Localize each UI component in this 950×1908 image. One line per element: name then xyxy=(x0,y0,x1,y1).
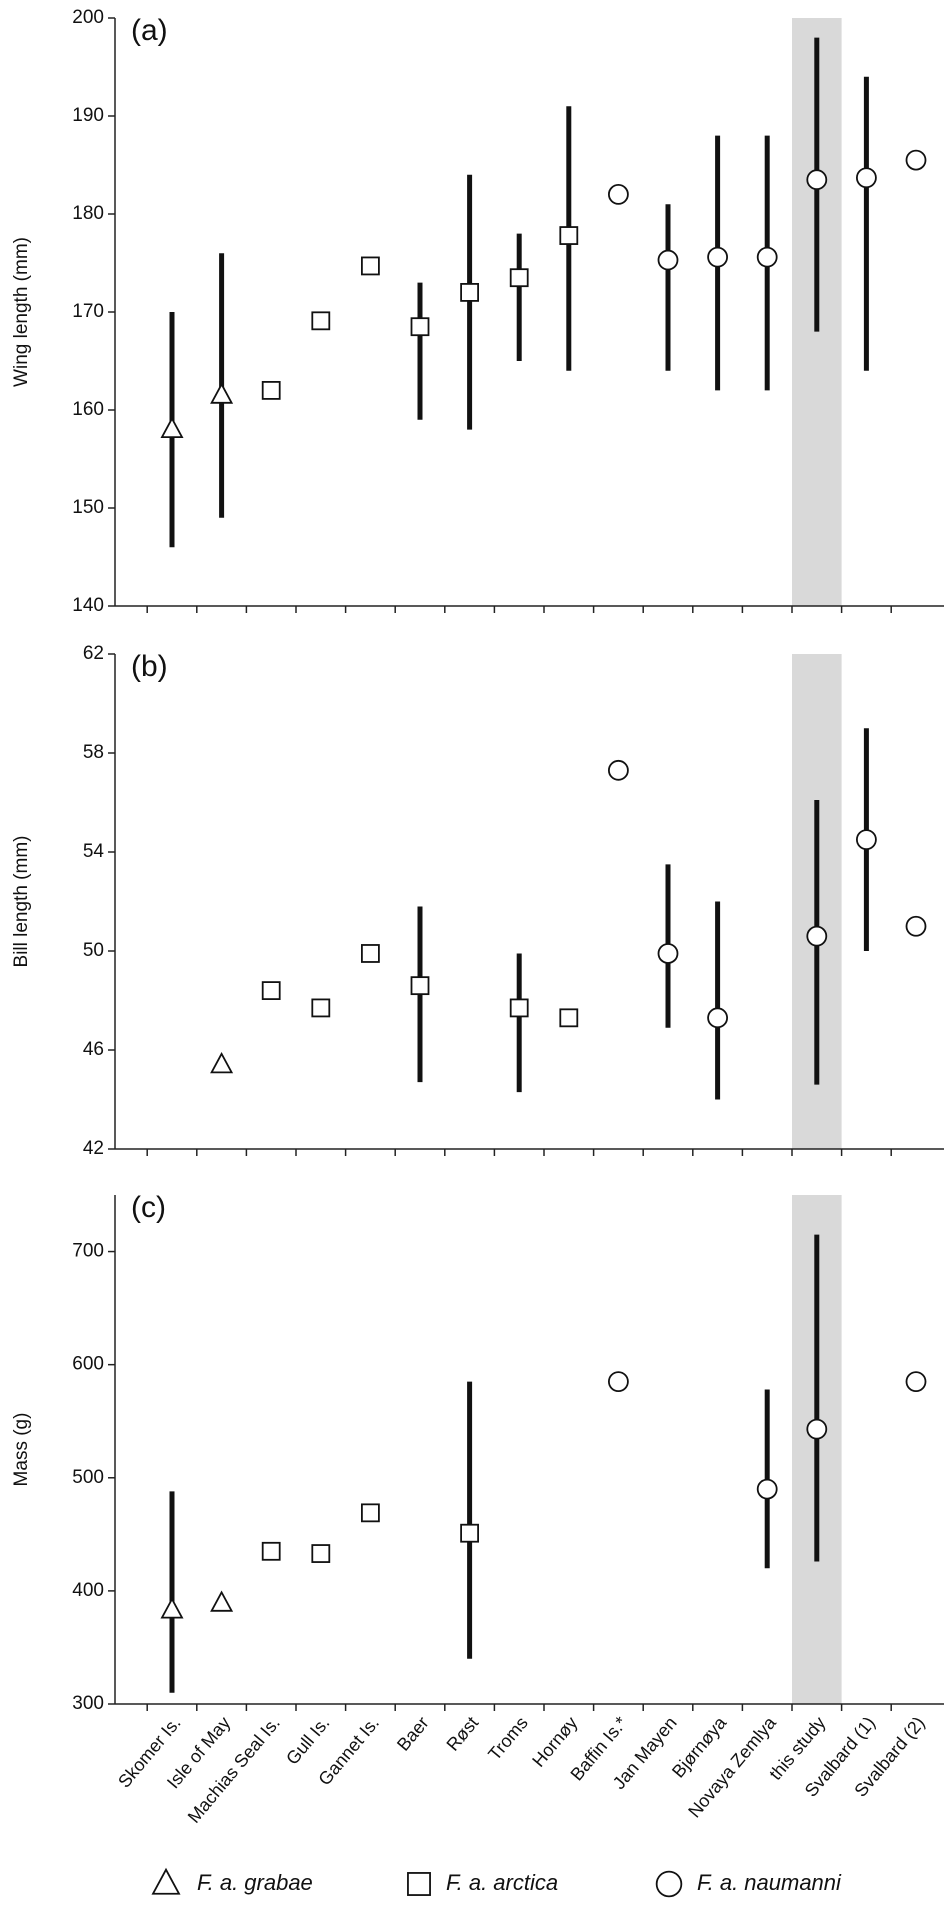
x-tick-label: Røst xyxy=(443,1713,483,1755)
y-tick-label: 400 xyxy=(72,1580,104,1601)
circle-marker xyxy=(905,1371,927,1393)
triangle-marker xyxy=(160,1597,184,1619)
circle-marker xyxy=(905,149,927,171)
y-tick-label: 58 xyxy=(83,742,104,763)
y-tick-label: 42 xyxy=(83,1138,104,1159)
y-tick-label: 300 xyxy=(72,1693,104,1714)
circle-marker xyxy=(905,915,927,937)
circle-marker xyxy=(806,925,828,947)
y-axis-title: Mass (g) xyxy=(11,1413,32,1487)
panel-label: (c) xyxy=(131,1191,166,1224)
legend-label: F. a. naumanni xyxy=(697,1870,842,1895)
circle-marker xyxy=(608,1371,629,1393)
y-tick-label: 140 xyxy=(72,595,104,616)
y-tick-label: 170 xyxy=(72,301,104,322)
square-marker xyxy=(261,380,281,400)
legend-label: F. a. grabae xyxy=(197,1870,313,1895)
circle-marker xyxy=(608,183,629,205)
y-tick-label: 62 xyxy=(83,643,104,664)
y-tick-label: 180 xyxy=(72,203,104,224)
square-marker xyxy=(460,1523,480,1543)
circle-marker xyxy=(756,246,778,268)
circle-marker xyxy=(655,1870,683,1898)
y-axis-title: Wing length (mm) xyxy=(11,237,32,387)
y-tick-label: 54 xyxy=(83,841,105,862)
triangle-marker xyxy=(210,382,234,404)
circle-marker xyxy=(657,249,679,271)
triangle-marker xyxy=(160,416,184,439)
square-marker xyxy=(311,998,331,1018)
circle-marker xyxy=(707,246,728,268)
triangle-marker xyxy=(210,1051,234,1074)
legend-label: F. a. arctica xyxy=(446,1870,558,1895)
circle-marker xyxy=(856,829,877,851)
square-marker xyxy=(360,256,380,276)
x-tick-label: Gull Is. xyxy=(282,1713,333,1769)
circle-marker xyxy=(608,759,629,781)
circle-marker xyxy=(856,167,877,189)
y-tick-label: 600 xyxy=(72,1354,104,1375)
y-tick-label: 50 xyxy=(83,940,104,961)
x-tick-label: Machias Seal Is. xyxy=(184,1713,284,1827)
circle-marker xyxy=(806,1418,828,1440)
y-tick-label: 150 xyxy=(72,497,104,518)
x-tick-label: Novaya Zemlya xyxy=(684,1712,780,1821)
square-marker xyxy=(410,976,430,996)
square-marker xyxy=(407,1872,431,1896)
x-tick-label: Baer xyxy=(393,1713,433,1755)
panel-label: (a) xyxy=(131,14,168,47)
square-marker xyxy=(460,282,480,302)
circle-marker xyxy=(756,1478,778,1500)
square-marker xyxy=(261,981,281,1000)
circle-marker xyxy=(657,943,679,964)
circle-marker xyxy=(707,1007,728,1029)
square-marker xyxy=(311,311,331,331)
y-tick-label: 46 xyxy=(83,1039,104,1060)
square-marker xyxy=(261,1541,281,1561)
y-tick-label: 700 xyxy=(72,1241,104,1262)
square-marker xyxy=(360,1503,380,1523)
panel-label: (b) xyxy=(131,650,168,683)
square-marker xyxy=(559,226,579,245)
square-marker xyxy=(360,944,380,963)
triangle-marker xyxy=(210,1590,234,1612)
triangle-marker xyxy=(151,1867,181,1895)
y-tick-label: 200 xyxy=(72,7,104,28)
square-marker xyxy=(311,1544,331,1563)
circle-marker xyxy=(806,169,828,191)
square-marker xyxy=(559,1008,579,1028)
square-marker xyxy=(509,268,529,288)
y-tick-label: 500 xyxy=(72,1467,104,1488)
square-marker xyxy=(509,998,529,1018)
x-tick-label: Troms xyxy=(484,1713,532,1764)
y-tick-label: 160 xyxy=(72,399,104,420)
y-tick-label: 190 xyxy=(72,105,104,126)
y-axis-title: Bill length (mm) xyxy=(11,836,32,968)
square-marker xyxy=(410,317,430,337)
